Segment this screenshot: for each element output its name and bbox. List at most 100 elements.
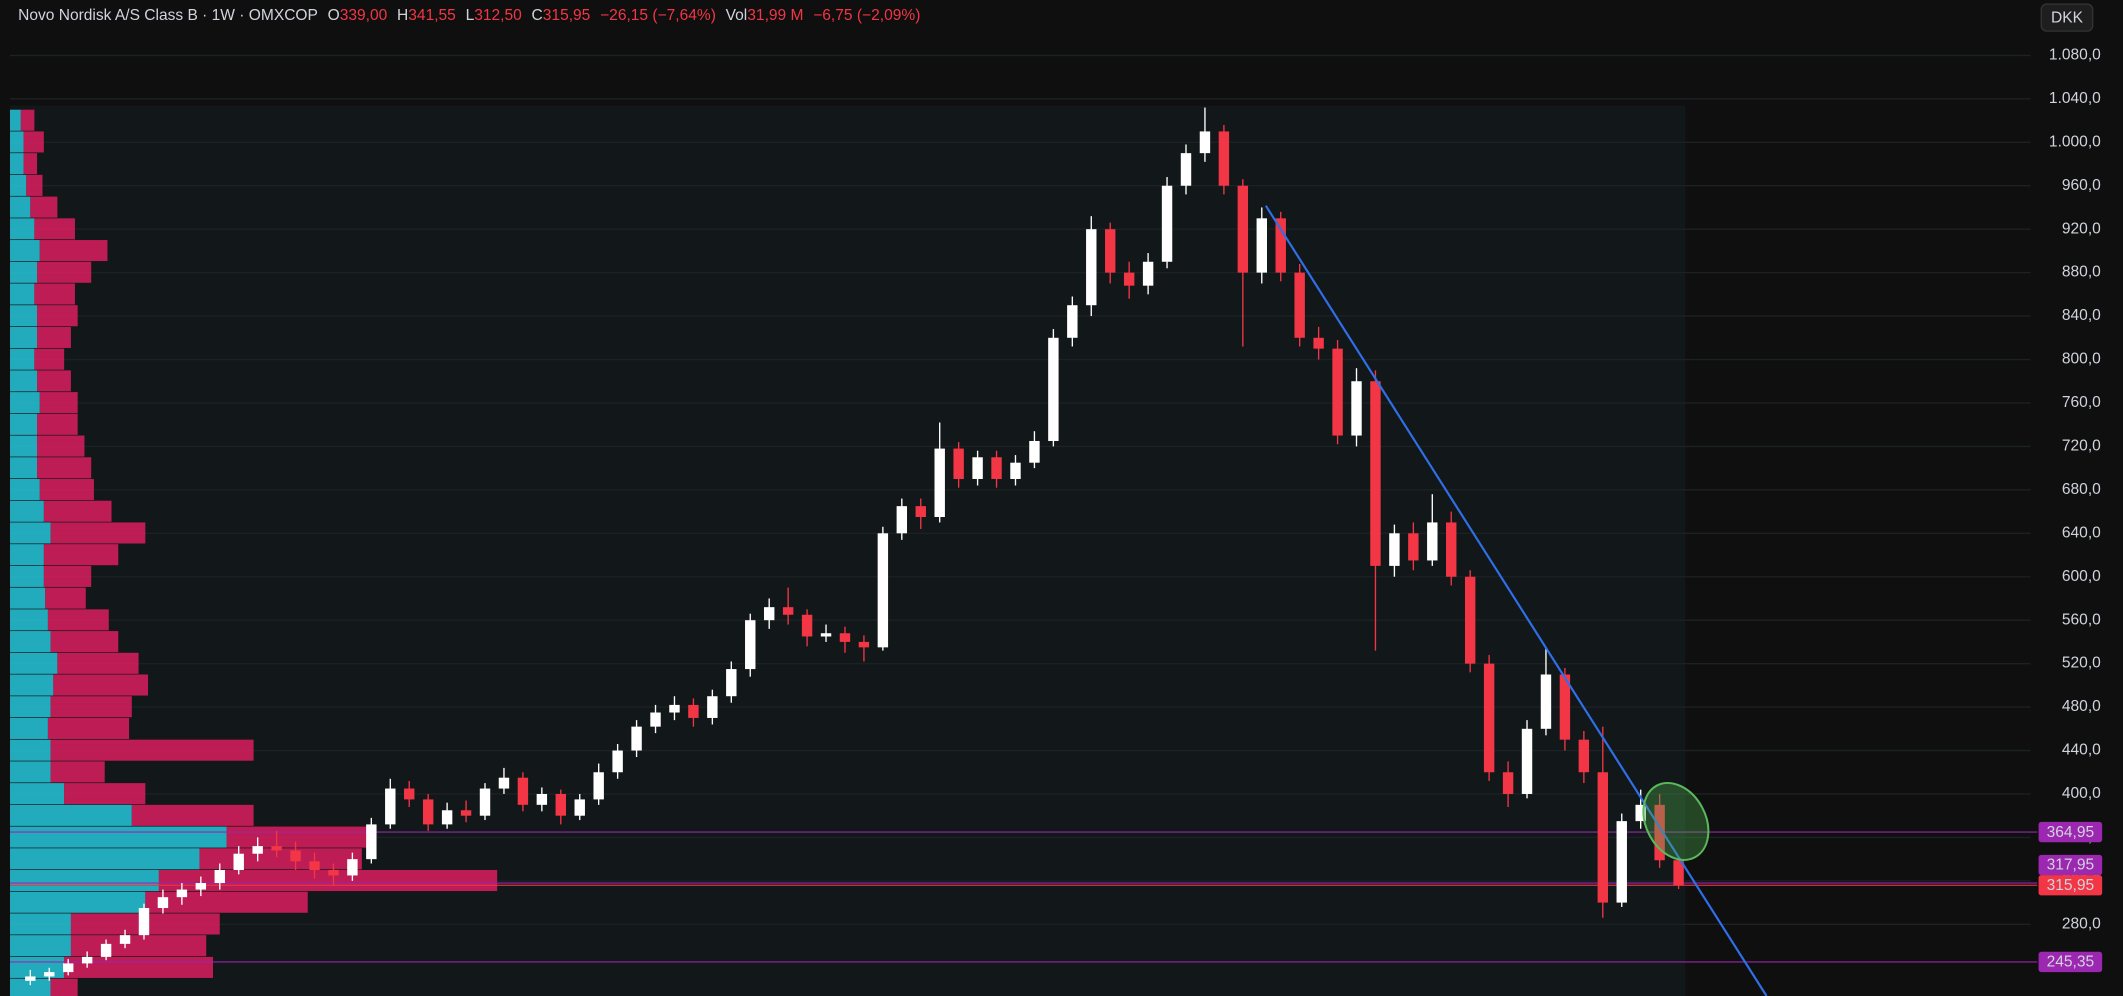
profile-down	[50, 522, 146, 544]
currency[interactable]: DKK	[2051, 9, 2084, 26]
profile-up	[10, 804, 132, 826]
volume-value: 31,99 M	[747, 7, 803, 24]
candle-body	[366, 824, 377, 860]
profile-down	[34, 283, 75, 305]
profile-up	[10, 891, 146, 913]
profile-down	[30, 196, 58, 218]
candle-body	[498, 777, 510, 789]
candle-body	[1597, 772, 1609, 903]
profile-up	[10, 392, 40, 414]
candle-body	[62, 963, 74, 973]
ohlc-label: L	[466, 7, 475, 24]
change: −26,15 (−7,64%)	[600, 7, 716, 24]
candle-body	[1635, 804, 1646, 822]
profile-up	[10, 413, 38, 435]
candle-body	[1370, 381, 1381, 566]
candle-body	[309, 861, 320, 871]
candle-body	[839, 633, 851, 642]
candle-body	[1464, 576, 1476, 664]
candle-body	[1199, 131, 1211, 154]
candle-body	[1313, 337, 1324, 349]
profile-up	[10, 218, 35, 240]
candle-body	[915, 506, 926, 518]
candle-body	[1616, 821, 1627, 903]
candle-body	[290, 850, 301, 862]
profile-up	[10, 674, 54, 696]
profile-up	[10, 131, 24, 153]
candle-body	[726, 669, 737, 697]
candle-body	[1578, 739, 1590, 773]
profile-down	[37, 326, 71, 348]
candle-body	[176, 889, 188, 898]
candle-body	[1654, 804, 1665, 861]
profile-down	[43, 565, 92, 587]
candle-body	[745, 620, 756, 670]
profile-up	[10, 305, 38, 327]
y-tick-label: 1.080,0	[2049, 47, 2101, 64]
candle-body	[688, 704, 699, 718]
candle-body	[1275, 218, 1286, 273]
y-tick-label: 1.040,0	[2049, 90, 2101, 107]
y-tick-label: 280,0	[2062, 915, 2101, 932]
candle-body	[1029, 440, 1040, 463]
candle-body	[385, 788, 396, 825]
profile-down	[64, 783, 146, 805]
profile-down	[57, 652, 139, 674]
profile-down	[39, 478, 94, 501]
price-label: 317,95	[2047, 857, 2095, 874]
y-tick-label: 600,0	[2062, 568, 2101, 585]
candle-body	[1408, 533, 1419, 561]
y-tick-label: 440,0	[2062, 742, 2101, 759]
currency-button[interactable]	[2040, 3, 2094, 32]
profile-up	[10, 261, 38, 283]
profile-down	[43, 500, 112, 522]
candle-body	[1427, 522, 1438, 561]
profile-down	[20, 109, 35, 131]
price-label-bg	[2038, 821, 2103, 843]
y-tick-label: 800,0	[2062, 351, 2101, 368]
y-tick-label: 1.000,0	[2049, 133, 2101, 150]
profile-up	[10, 109, 21, 131]
ohlc-value: 315,95	[543, 7, 591, 24]
candle-body	[138, 908, 150, 936]
profile-up	[10, 153, 24, 175]
profile-down	[50, 978, 78, 996]
ohlc-label: H	[397, 7, 408, 24]
profile-down	[145, 891, 308, 913]
y-tick-label: 840,0	[2062, 307, 2101, 324]
profile-up	[10, 978, 51, 996]
candle-body	[460, 810, 472, 816]
profile-up	[10, 522, 51, 544]
y-tick-label: 640,0	[2062, 524, 2101, 541]
candle-body	[1067, 305, 1078, 338]
price-levels	[10, 831, 2038, 963]
volume-label: Vol	[726, 7, 748, 24]
candle-body	[252, 846, 263, 854]
profile-down	[70, 935, 207, 957]
candle-body	[1351, 381, 1362, 436]
profile-up	[10, 544, 44, 566]
price-axis: 280,0320,0360,0400,0440,0480,0520,0560,0…	[2038, 47, 2103, 973]
candle-body	[934, 448, 945, 518]
candle-body	[271, 846, 282, 851]
profile-down	[23, 131, 44, 153]
profile-down	[34, 218, 75, 240]
y-tick-label: 720,0	[2062, 438, 2101, 455]
candle-body	[1446, 522, 1457, 577]
profile-up	[10, 848, 200, 870]
profile-down	[37, 457, 92, 479]
candle-body	[44, 972, 55, 977]
candle-body	[574, 799, 585, 816]
y-tick-label: 960,0	[2062, 177, 2101, 194]
trend-line	[1264, 205, 1768, 996]
candle-body	[820, 633, 832, 637]
profile-down	[199, 848, 362, 870]
profile-down	[47, 609, 109, 631]
candle-body	[1483, 663, 1495, 773]
candle-body	[441, 810, 453, 825]
candle-body	[1389, 533, 1400, 566]
ohlc-value: 312,50	[474, 7, 522, 24]
candle-body	[157, 897, 169, 909]
